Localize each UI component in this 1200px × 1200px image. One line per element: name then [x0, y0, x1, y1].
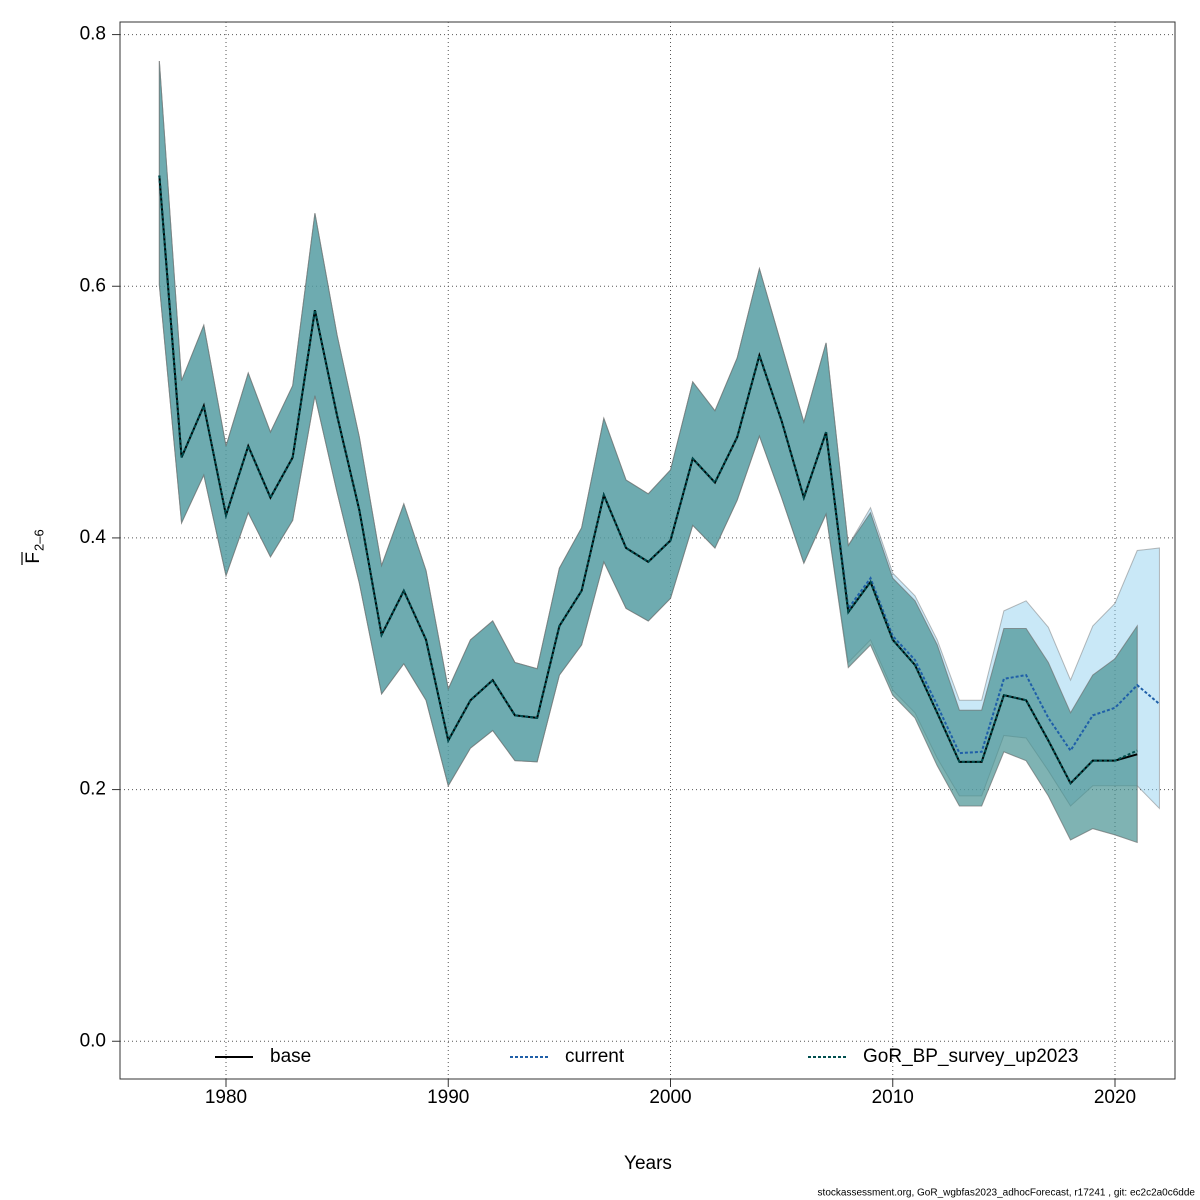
series-line: [158, 175, 1138, 785]
confidence-band: [158, 60, 1138, 844]
x-axis-title: Years: [624, 1153, 672, 1174]
x-tick-label: 2000: [649, 1087, 691, 1108]
x-tick-label: 1980: [205, 1087, 247, 1108]
y-tick-label: 0.0: [80, 1030, 106, 1051]
y-axis-title-sub: 2–6: [31, 529, 46, 551]
footnote: stockassessment.org, GoR_wgbfas2023_adho…: [818, 1188, 1196, 1199]
x-tick-label: 1990: [427, 1087, 469, 1108]
y-tick-label: 0.6: [80, 275, 106, 296]
legend-label: GoR_BP_survey_up2023: [863, 1046, 1078, 1067]
y-axis-title-main: F: [23, 552, 44, 564]
legend-label: base: [270, 1046, 311, 1067]
y-tick-label: 0.2: [80, 779, 106, 800]
legend-label: current: [565, 1046, 625, 1067]
y-tick-label: 0.4: [80, 527, 107, 548]
x-tick-label: 2010: [872, 1087, 914, 1108]
y-axis-title: F 2–6: [21, 529, 46, 565]
plot-frame: [119, 21, 1176, 1080]
x-tick-label: 2020: [1094, 1087, 1136, 1108]
y-tick-label: 0.8: [80, 24, 106, 45]
